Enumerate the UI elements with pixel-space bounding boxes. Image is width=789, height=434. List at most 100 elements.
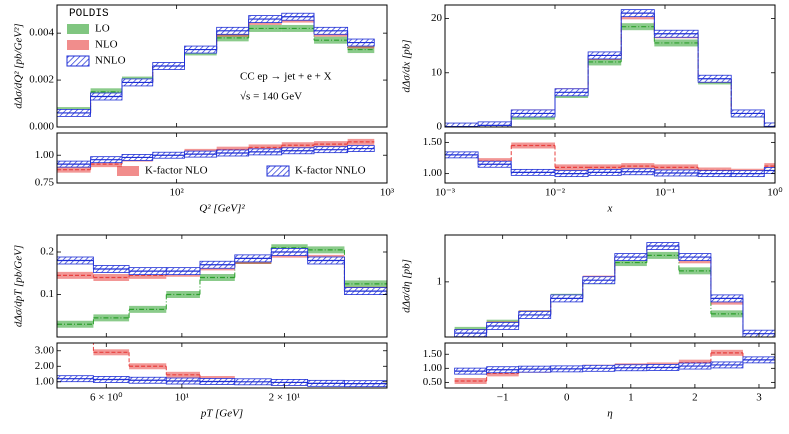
legend-swatch bbox=[66, 55, 90, 67]
legend-label: NNLO bbox=[95, 55, 126, 67]
y-tick-label: 1.00 bbox=[423, 167, 443, 179]
x-tick-label: 10² bbox=[169, 187, 184, 199]
y-tick-label: 0.004 bbox=[29, 27, 54, 39]
axes-frame bbox=[444, 4, 776, 128]
uncertainty-band bbox=[166, 371, 200, 378]
x-tick-label: 10⁰ bbox=[767, 187, 783, 199]
y-tick-label: 1.00 bbox=[423, 362, 443, 374]
uncertainty-band bbox=[588, 164, 622, 171]
uncertainty-band bbox=[454, 377, 487, 384]
legend-swatch bbox=[117, 166, 139, 176]
uncertainty-band bbox=[93, 349, 130, 356]
x-tick-label: 1 bbox=[628, 392, 634, 404]
y-tick-label: 1.50 bbox=[423, 136, 443, 148]
legend-label: K-factor NLO bbox=[145, 165, 208, 177]
x-tick-label: 10⁻¹ bbox=[655, 187, 675, 199]
y-tick-label: 3.00 bbox=[35, 344, 55, 356]
uncertainty-band bbox=[129, 305, 167, 313]
legend-label: K-factor NNLO bbox=[295, 165, 366, 177]
x-axis-label: Q² [GeV]² bbox=[199, 203, 245, 215]
plot-area bbox=[445, 9, 775, 127]
axes-frame bbox=[56, 132, 388, 184]
axes-frame bbox=[56, 4, 388, 128]
x-tick-label: 10⁻³ bbox=[435, 187, 456, 199]
annotation: √s = 140 GeV bbox=[240, 91, 302, 103]
x-tick-label: 10³ bbox=[380, 187, 395, 199]
plot-area bbox=[57, 343, 387, 388]
y-tick-label: 1.00 bbox=[35, 149, 55, 161]
axes-frame bbox=[56, 234, 388, 338]
annotation: CC ep → jet + e + X bbox=[240, 71, 332, 83]
legend-label: NLO bbox=[95, 39, 118, 51]
y-tick-label: 0.50 bbox=[423, 376, 443, 388]
uncertainty-band bbox=[314, 141, 348, 148]
uncertainty-band bbox=[621, 163, 655, 170]
x-axis-label: x bbox=[607, 203, 613, 215]
y-tick-label: 1.50 bbox=[423, 348, 443, 360]
axes-frame bbox=[444, 234, 776, 338]
uncertainty-band bbox=[764, 163, 775, 170]
x-axis-label: pT [GeV] bbox=[200, 408, 243, 420]
x-tick-label: −1 bbox=[497, 392, 509, 404]
x-tick-label: 2 × 10¹ bbox=[269, 392, 301, 404]
y-tick-label: 1 bbox=[437, 275, 443, 287]
x-tick-label: 10⁻² bbox=[545, 187, 566, 199]
uncertainty-band bbox=[710, 349, 743, 356]
plot-area bbox=[454, 349, 775, 384]
y-tick-label: 20 bbox=[431, 12, 443, 24]
uncertainty-band bbox=[90, 88, 123, 96]
y-tick-label: 0 bbox=[437, 121, 443, 133]
y-axis-label: dΔσ/dx [pb] bbox=[401, 39, 413, 92]
y-tick-label: 0.2 bbox=[40, 246, 54, 258]
y-axis-label: dΔσ/dη [pb] bbox=[401, 259, 413, 313]
plot-area bbox=[57, 138, 375, 173]
uncertainty-band bbox=[646, 251, 679, 259]
uncertainty-band bbox=[248, 24, 282, 32]
uncertainty-band bbox=[555, 164, 589, 171]
uncertainty-band bbox=[57, 166, 91, 173]
uncertainty-band bbox=[281, 24, 315, 32]
legend-swatch bbox=[266, 165, 290, 177]
uncertainty-band bbox=[57, 320, 94, 328]
y-axis-label: dΔσ/dpT [pb/GeV] bbox=[13, 245, 25, 327]
uncertainty-band bbox=[93, 274, 130, 281]
uncertainty-band bbox=[248, 144, 282, 151]
uncertainty-band bbox=[281, 142, 315, 149]
plot-area bbox=[445, 142, 775, 178]
y-tick-label: 10 bbox=[431, 66, 443, 78]
y-axis-label: dΔσ/dQ² [pb/GeV²] bbox=[13, 23, 25, 108]
y-tick-label: 0.000 bbox=[29, 121, 54, 133]
y-tick-label: 0.75 bbox=[35, 177, 55, 189]
uncertainty-band bbox=[307, 246, 345, 254]
plot-area bbox=[57, 244, 387, 328]
axes-frame bbox=[444, 342, 776, 389]
x-axis-label: η bbox=[607, 408, 612, 420]
x-tick-label: 6 × 10⁰ bbox=[90, 392, 123, 404]
x-tick-label: 2 bbox=[692, 392, 698, 404]
x-tick-label: 0 bbox=[564, 392, 570, 404]
legend-label: LO bbox=[95, 23, 110, 35]
uncertainty-band bbox=[588, 58, 622, 66]
axes-frame bbox=[56, 342, 388, 389]
plot-area bbox=[57, 12, 375, 117]
uncertainty-band bbox=[621, 23, 655, 31]
uncertainty-band bbox=[271, 244, 308, 252]
axes-frame bbox=[444, 132, 776, 184]
uncertainty-band bbox=[486, 370, 519, 377]
uncertainty-band bbox=[614, 259, 647, 267]
y-tick-label: 0.1 bbox=[40, 288, 54, 300]
uncertainty-band bbox=[166, 291, 200, 298]
uncertainty-band bbox=[314, 36, 348, 44]
x-tick-label: 10¹ bbox=[175, 392, 189, 404]
uncertainty-band bbox=[710, 310, 743, 318]
y-tick-label: 1.00 bbox=[35, 375, 55, 387]
legend-swatch bbox=[67, 24, 89, 34]
x-tick-label: 3 bbox=[756, 392, 762, 404]
y-tick-label: 0.002 bbox=[29, 74, 54, 86]
uncertainty-band bbox=[216, 34, 249, 42]
chart-title: POLDIS bbox=[69, 8, 109, 20]
legend-swatch bbox=[67, 40, 89, 50]
plot-area bbox=[454, 242, 775, 337]
y-tick-label: 2.00 bbox=[35, 360, 55, 372]
